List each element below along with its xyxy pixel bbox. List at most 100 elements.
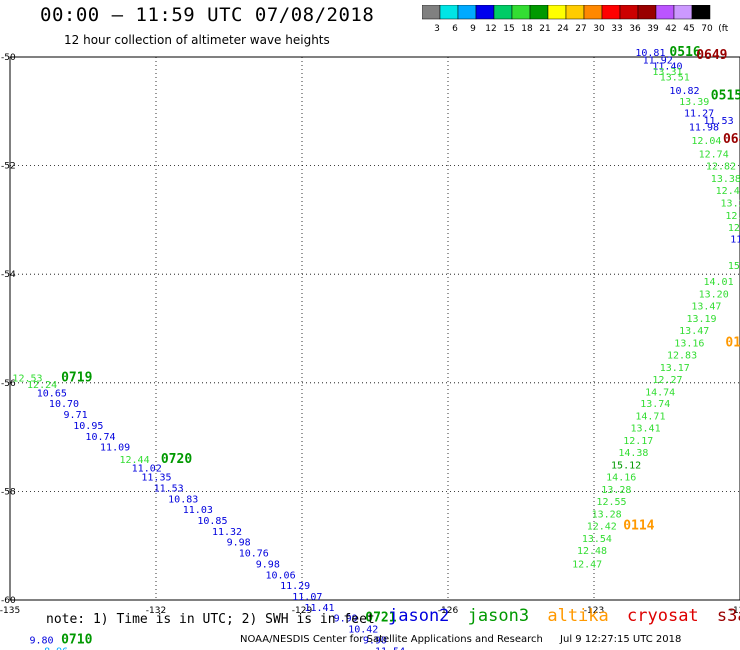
scale-label: 3 (434, 24, 440, 34)
wave-height-label: 13.28 (592, 509, 622, 520)
wave-height-label: 11.35 (141, 473, 171, 484)
credit-organization: NOAA/NESDIS Center for Satellite Applica… (240, 634, 543, 645)
wave-height-label: 13.17 (660, 363, 690, 374)
scale-label: 70 (701, 24, 713, 34)
wave-height-label: 10.83 (168, 494, 198, 505)
wave-height-label: 12.17 (623, 436, 653, 447)
footer-note: note: 1) Time is in UTC; 2) SWH is in fe… (46, 612, 375, 627)
wave-height-label: 13.41 (631, 424, 661, 435)
scale-label: 9 (470, 24, 476, 34)
wave-height-label: 11.53 (154, 483, 184, 494)
x-tick-label: -132 (146, 606, 166, 616)
wave-height-label: 10.06 (266, 570, 296, 581)
wave-height-label: 13.51 (660, 72, 690, 83)
wave-height-label: 9.80 (29, 635, 53, 646)
scale-label: 18 (521, 24, 533, 34)
time-label: 0515 (711, 88, 740, 103)
wave-height-label: 12.55 (596, 497, 626, 508)
wave-height-label: 13.22 (721, 198, 740, 209)
wave-height-label: 11.03 (183, 505, 213, 516)
wave-height-label: 14.74 (645, 387, 675, 398)
wave-height-label: 12.27 (652, 375, 682, 386)
credit-line: NOAA/NESDIS Center for Satellite Applica… (240, 634, 695, 645)
wave-height-label: 13.20 (699, 290, 729, 301)
wave-height-label: 12.47 (572, 559, 602, 570)
wave-height-label: 9.99 (334, 614, 358, 625)
wave-height-label: 10.81 (635, 48, 665, 59)
wave-height-label: 11.27 (684, 109, 714, 120)
wave-height-label: 13.54 (582, 534, 612, 545)
satellite-jason2: jason2 (388, 606, 450, 626)
wave-height-label: 12.24 (27, 380, 57, 391)
scale-swatch (691, 5, 711, 20)
scale-label: 30 (593, 24, 605, 34)
wave-height-label: 13.28 (601, 485, 631, 496)
wave-height-label: 11.7 (730, 235, 740, 246)
x-tick-label: -135 (0, 606, 20, 616)
wave-height-label: 9.98 (227, 538, 251, 549)
wave-height-label: 13.74 (640, 399, 670, 410)
time-label: 0649 (696, 48, 727, 63)
plot-frame (9, 56, 740, 601)
time-label: 0719 (61, 371, 92, 386)
wave-height-label: 10.74 (85, 432, 115, 443)
wave-height-label: 15.66 (728, 261, 740, 272)
wave-height-label: 14.16 (606, 473, 636, 484)
y-tick-label: -60 (1, 596, 16, 606)
y-tick-label: -54 (1, 270, 16, 280)
scale-label: 36 (629, 24, 641, 34)
wave-height-label: 14.01 (704, 277, 734, 288)
wave-height-label: 8.96 (44, 646, 68, 650)
wave-height-label: 11.92 (643, 56, 673, 67)
scale-label: (ft) (718, 24, 728, 34)
wave-height-label: 11.29 (280, 581, 310, 592)
y-tick-label: -52 (1, 162, 16, 172)
wave-height-label: 12.12 (728, 223, 740, 234)
satellite-legend: jason2 jason3 altika cryosat s3a (388, 606, 740, 626)
scale-label: 21 (539, 24, 550, 34)
wave-height-label: 11.41 (304, 603, 334, 614)
y-tick-label: -50 (1, 53, 16, 63)
time-label: 0649 (723, 132, 740, 147)
scale-label: 42 (665, 24, 676, 34)
y-tick-label: -56 (1, 379, 16, 389)
x-tick-label: -126 (438, 606, 459, 616)
y-tick-label: -58 (1, 487, 16, 497)
satellite-jason3: jason3 (467, 606, 530, 626)
wave-height-label: 14.38 (618, 448, 648, 459)
wave-height-label: 10.85 (197, 516, 227, 527)
time-label: 0516 (669, 45, 700, 60)
time-label: 0114 (623, 518, 654, 533)
wave-height-label: 10.82 (669, 86, 699, 97)
wave-height-label: 13.47 (691, 301, 721, 312)
x-tick-label: -129 (292, 606, 313, 616)
x-tick-label: -123 (584, 606, 604, 616)
wave-height-label: 9.90 (363, 635, 387, 646)
satellite-s3a: s3a (716, 606, 740, 626)
wave-height-label: 10.76 (239, 549, 269, 560)
scale-label: 33 (611, 24, 622, 34)
scale-label: 39 (647, 24, 659, 34)
wave-height-label: 12.44 (120, 455, 150, 466)
scale-label: 27 (575, 24, 586, 34)
scale-label: 24 (557, 24, 569, 34)
chart-title: 00:00 – 11:59 UTC 07/08/2018 (40, 4, 375, 26)
credit-timestamp: Jul 9 12:27:15 UTC 2018 (560, 634, 682, 645)
wave-height-label: 12.04 (691, 136, 721, 147)
wave-height-label: 13.39 (679, 97, 709, 108)
time-label: 0720 (161, 452, 192, 467)
wave-height-label: 11.09 (100, 443, 130, 454)
wave-height-label: 13.31 (652, 67, 682, 78)
chart-subtitle: 12 hour collection of altimeter wave hei… (64, 33, 330, 47)
wave-height-label: 10.42 (348, 625, 378, 636)
wave-height-label: 11.40 (652, 61, 682, 72)
wave-height-label: 13.19 (686, 314, 716, 325)
x-tick-label: -120 (730, 606, 740, 616)
wave-height-label: 11.32 (212, 527, 242, 538)
wave-height-label: 11.02 (132, 463, 162, 474)
time-label: 0721 (365, 611, 396, 626)
wave-height-label: 15.12 (611, 461, 641, 472)
wave-height-label: 11.07 (292, 592, 322, 603)
